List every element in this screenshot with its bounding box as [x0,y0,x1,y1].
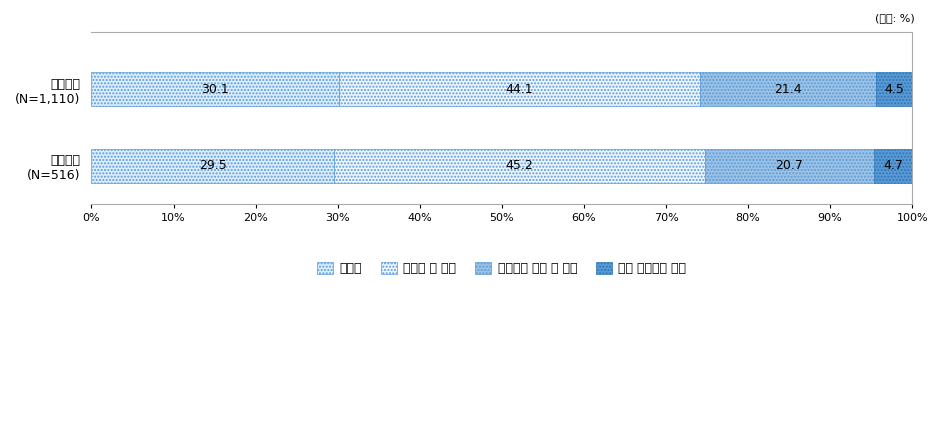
Text: 29.5: 29.5 [199,159,226,172]
Bar [874,148,913,183]
Text: 20.7: 20.7 [775,159,803,172]
Bar [91,148,334,183]
Text: 30.1: 30.1 [201,83,229,96]
Bar [876,72,913,107]
Text: (단위: %): (단위: %) [875,13,915,23]
Text: 45.2: 45.2 [505,159,533,172]
Text: 4.5: 4.5 [885,83,904,96]
Bar [701,72,876,107]
Text: 4.7: 4.7 [884,159,903,172]
Legend: 이용함, 이용할 것 같음, 이용하지 않을 것 같음, 전혀 이용하지 않음: 이용함, 이용할 것 같음, 이용하지 않을 것 같음, 전혀 이용하지 않음 [312,257,691,280]
Bar [91,72,339,107]
Text: 44.1: 44.1 [505,83,534,96]
Bar [704,148,874,183]
Bar [334,148,704,183]
Bar [339,72,701,107]
Text: 21.4: 21.4 [774,83,802,96]
